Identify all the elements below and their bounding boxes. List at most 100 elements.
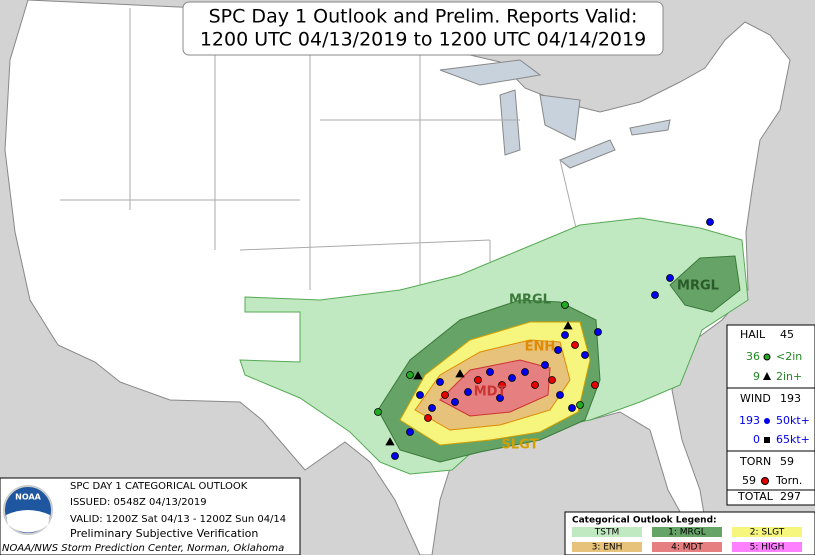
large-hail-report [455, 369, 465, 378]
hail-report [374, 408, 382, 416]
lake-michigan [499, 89, 521, 156]
legend-swatch [652, 542, 722, 552]
wind-report [406, 428, 414, 436]
legend-item: 3: ENH [592, 543, 623, 553]
large-hail-symbol [763, 372, 771, 380]
info-credit: NOAA/NWS Storm Prediction Center, Norman… [2, 543, 284, 554]
wind-symbol [764, 418, 770, 424]
severe-wind-symbol [764, 437, 770, 443]
noaa-logo-text: NOAA [15, 493, 41, 502]
info-verification: Preliminary Subjective Verification [70, 527, 258, 540]
info-issued: ISSUED: 0548Z 04/13/2019 [70, 497, 207, 508]
summary-row-label: 65kt+ [776, 433, 810, 446]
wind-report [521, 368, 529, 376]
tornado-report [548, 376, 556, 384]
legend-item: 5: HIGH [750, 543, 785, 553]
wind-report [556, 391, 564, 399]
tornado-report [531, 381, 539, 389]
wind-report [541, 361, 549, 369]
wind-report [391, 452, 399, 460]
hail-report [561, 301, 569, 309]
area-label: MRGL [509, 293, 551, 308]
title-box [182, 1, 664, 56]
tornado-report [441, 391, 449, 399]
great-lakes [439, 59, 671, 169]
wind-report [486, 368, 494, 376]
wind-report [451, 398, 459, 406]
summary-label: TOTAL [737, 490, 774, 503]
wind-report [561, 331, 569, 339]
summary-label: TORN [739, 455, 771, 468]
wind-report [428, 404, 436, 412]
wind-report [416, 391, 424, 399]
hail-report [406, 371, 414, 379]
legend-swatch [652, 527, 722, 537]
hail-report [576, 401, 584, 409]
report-summary: HAIL 45 36 <2in 9 2in+ WIND 193 193 50kt… [726, 324, 815, 506]
noaa-logo-wave [6, 510, 50, 533]
summary-total: 59 [780, 455, 794, 468]
title-line: SPC Day 1 Outlook and Prelim. Reports Va… [209, 6, 638, 28]
summary-label: HAIL [740, 328, 766, 341]
tornado-report [474, 376, 482, 384]
report-dots [374, 218, 714, 460]
wind-report [436, 378, 444, 386]
summary-row-label: Torn. [775, 474, 802, 487]
summary-count: 59 [742, 474, 756, 487]
mrgl-area-east [669, 255, 741, 313]
area-label: ENH [525, 340, 556, 355]
lake-huron [539, 94, 581, 141]
wind-report [666, 274, 674, 282]
summary-row-label: <2in [776, 350, 802, 363]
area-label: MDT [474, 385, 507, 400]
title-line: 1200 UTC 04/13/2019 to 1200 UTC 04/14/20… [200, 29, 646, 51]
area-label: SLGT [502, 438, 539, 453]
wind-report [651, 291, 659, 299]
legend-swatch [572, 527, 642, 537]
legend-item: 1: MRGL [668, 528, 706, 538]
legend-swatch [732, 527, 802, 537]
legend-item: 2: SLGT [750, 528, 785, 538]
summary-row-label: 2in+ [776, 370, 802, 383]
legend-item: TSTM [594, 528, 619, 538]
lake-ontario [629, 119, 671, 136]
summary-label: WIND [740, 392, 771, 405]
tornado-symbol [761, 477, 769, 485]
wind-report [496, 394, 504, 402]
wind-report [464, 388, 472, 396]
summary-total: 193 [780, 392, 801, 405]
wind-report [581, 351, 589, 359]
legend-swatch [572, 542, 642, 552]
wind-report [594, 328, 602, 336]
area-labels: MRGL MRGL ENH MDT SLGT [474, 279, 719, 453]
outlook-legend: Categorical Outlook Legend: TSTM 1: MRGL… [564, 511, 815, 555]
summary-count: 36 [746, 350, 760, 363]
summary-count: 193 [739, 414, 760, 427]
legend-item: 4: MDT [671, 543, 703, 553]
tornado-report [424, 414, 432, 422]
large-hail-report [413, 371, 423, 380]
area-label: MRGL [677, 279, 719, 294]
lake-erie [559, 139, 616, 169]
legend-title: Categorical Outlook Legend: [572, 516, 717, 526]
wind-report [554, 346, 562, 354]
summary-box [726, 324, 815, 506]
large-hail-report [563, 321, 573, 330]
large-hail-report [385, 437, 395, 446]
wind-report [508, 374, 516, 382]
tornado-report [571, 341, 579, 349]
wind-report [568, 404, 576, 412]
info-box: NOAA SPC DAY 1 CATEGORICAL OUTLOOK ISSUE… [0, 477, 301, 555]
summary-total: 45 [780, 328, 794, 341]
summary-total: 297 [780, 490, 801, 503]
hail-symbol [763, 353, 771, 361]
tornado-report [591, 381, 599, 389]
wind-report [706, 218, 714, 226]
lake-superior [439, 59, 542, 86]
summary-row-label: 50kt+ [776, 414, 810, 427]
legend-swatch [732, 542, 802, 552]
tornado-report [498, 381, 506, 389]
summary-count: 9 [753, 370, 760, 383]
summary-count: 0 [753, 433, 760, 446]
